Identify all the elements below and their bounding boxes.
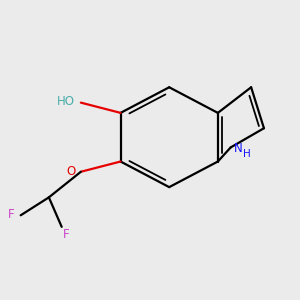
Text: F: F [63, 228, 70, 241]
Text: N: N [234, 142, 242, 155]
Text: F: F [8, 208, 14, 220]
Text: HO: HO [56, 95, 74, 108]
Text: H: H [243, 149, 251, 159]
Text: O: O [66, 165, 75, 178]
